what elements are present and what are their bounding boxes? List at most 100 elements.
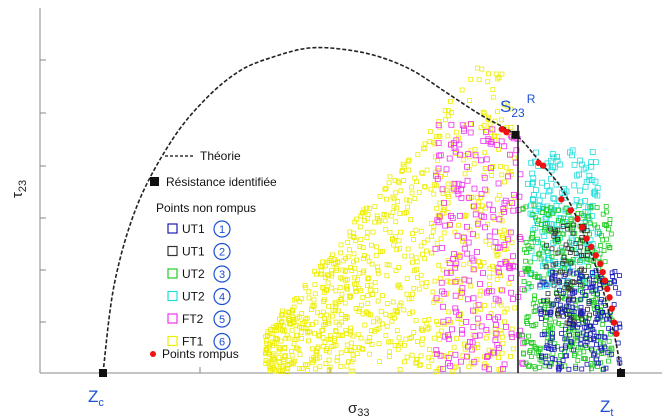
data-point	[332, 300, 338, 306]
data-point	[578, 336, 584, 342]
data-point	[383, 311, 389, 317]
data-point	[482, 361, 488, 367]
data-point	[487, 274, 492, 280]
data-point	[384, 323, 390, 329]
data-point	[573, 241, 579, 247]
data-point	[434, 175, 441, 182]
data-point	[471, 185, 478, 192]
data-point	[456, 212, 463, 219]
data-point	[392, 178, 398, 183]
legend-entry-label: FT1	[182, 335, 204, 349]
data-point	[591, 329, 597, 335]
data-point	[542, 321, 548, 327]
legend-number: 2	[219, 247, 225, 259]
data-point	[400, 168, 405, 173]
data-point	[445, 210, 451, 215]
data-point	[547, 340, 553, 346]
data-point	[562, 336, 568, 342]
data-point	[603, 365, 609, 371]
data-point	[539, 354, 545, 360]
data-point	[476, 77, 482, 83]
data-point	[352, 345, 358, 351]
data-point	[523, 239, 529, 245]
data-point	[557, 306, 563, 312]
data-point	[544, 183, 550, 190]
data-point	[265, 359, 271, 365]
data-point	[320, 327, 326, 333]
data-point	[301, 325, 307, 330]
data-point	[311, 297, 317, 303]
data-point	[397, 367, 403, 372]
data-point	[446, 260, 453, 266]
data-point	[445, 113, 451, 119]
data-point	[496, 216, 503, 223]
data-point	[583, 285, 589, 291]
resistance-point	[617, 369, 625, 377]
data-point	[424, 320, 430, 326]
data-point	[367, 351, 373, 357]
data-point	[439, 245, 445, 251]
data-point	[456, 253, 463, 260]
data-point	[288, 310, 294, 316]
data-point	[282, 346, 288, 352]
data-point	[546, 228, 552, 233]
data-point	[374, 327, 380, 332]
data-point	[282, 353, 287, 359]
data-point	[495, 76, 501, 82]
data-point	[481, 364, 488, 371]
data-point	[544, 310, 550, 316]
data-point	[554, 154, 561, 160]
data-point	[488, 169, 494, 174]
data-point	[588, 203, 594, 209]
data-point	[575, 331, 581, 337]
data-point	[536, 197, 543, 204]
data-point	[276, 355, 282, 360]
data-point	[461, 127, 467, 134]
data-point	[436, 134, 442, 140]
data-point	[596, 333, 602, 339]
data-point	[404, 291, 410, 297]
data-point	[282, 328, 288, 334]
data-point	[601, 248, 607, 253]
data-point	[472, 309, 478, 315]
data-point	[294, 345, 300, 351]
data-point	[409, 352, 415, 358]
data-point	[554, 344, 560, 349]
data-point	[348, 325, 353, 331]
data-point	[458, 321, 464, 326]
data-point	[584, 228, 590, 234]
data-point	[424, 280, 430, 285]
data-point	[501, 209, 507, 215]
data-point	[584, 253, 590, 258]
data-point	[408, 217, 414, 222]
data-point	[549, 246, 555, 252]
data-point	[395, 199, 401, 204]
data-point	[326, 303, 332, 309]
data-point	[418, 362, 424, 368]
data-point	[565, 285, 571, 290]
data-point	[508, 169, 514, 175]
data-point	[521, 279, 527, 284]
data-point	[273, 335, 279, 341]
data-point	[474, 315, 481, 322]
data-point	[360, 245, 366, 250]
legend-number-circle	[213, 287, 231, 306]
data-point	[423, 284, 429, 290]
data-point	[556, 218, 561, 223]
data-point	[293, 337, 299, 342]
data-point	[537, 250, 543, 256]
data-point	[464, 250, 471, 257]
data-point	[486, 233, 493, 240]
data-point	[586, 172, 593, 179]
data-point	[450, 255, 457, 262]
data-point	[582, 183, 589, 190]
data-point	[407, 198, 412, 204]
data-point	[481, 122, 487, 128]
data-point	[330, 252, 335, 258]
data-point	[431, 299, 437, 305]
data-point	[369, 242, 374, 248]
data-point	[491, 349, 497, 356]
data-point	[394, 247, 400, 253]
data-point	[280, 308, 285, 314]
data-point	[394, 309, 400, 314]
